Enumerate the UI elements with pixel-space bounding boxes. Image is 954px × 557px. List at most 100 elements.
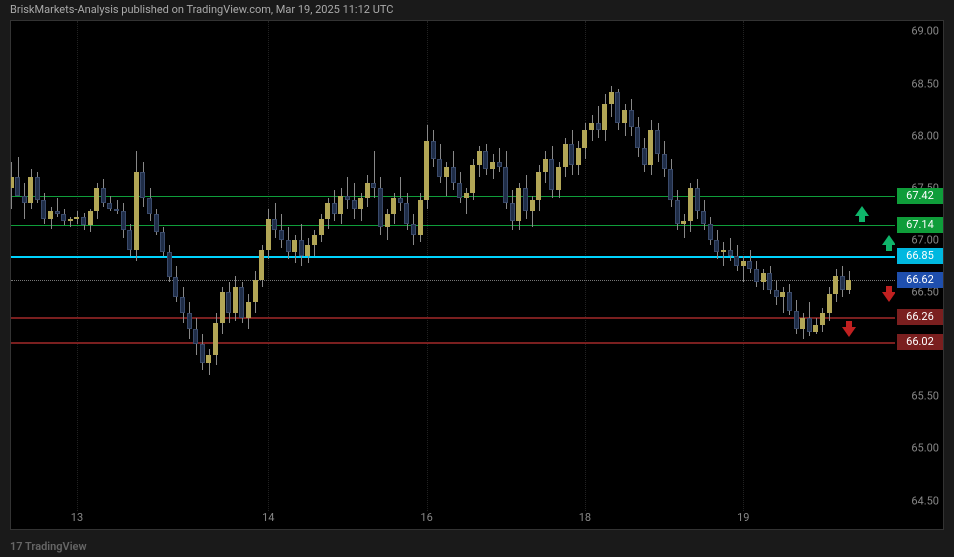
support-resistance-line: [11, 342, 895, 344]
y-tick: 68.50: [911, 77, 939, 90]
candle-body: [444, 167, 449, 177]
candle-body: [358, 198, 363, 208]
candle-body: [35, 177, 40, 200]
candle-body: [404, 203, 409, 224]
candle-body: [714, 240, 719, 253]
candle-body: [490, 162, 495, 169]
candle-body: [596, 123, 601, 130]
candle-body: [233, 287, 238, 313]
price-level-tag: 67.14: [897, 217, 943, 233]
candle-body: [325, 203, 330, 219]
x-tick: 14: [262, 511, 274, 524]
x-tick: 13: [71, 511, 83, 524]
candle-body: [134, 172, 139, 250]
candle-body: [206, 355, 211, 363]
candle-body: [385, 214, 390, 228]
candle-body: [140, 172, 145, 198]
candle-body: [187, 313, 192, 329]
candle-wick: [723, 242, 724, 266]
candle-body: [589, 123, 594, 130]
candle-wick: [730, 238, 731, 261]
candle-body: [107, 203, 112, 208]
candle-body: [734, 256, 739, 266]
candle-body: [431, 141, 436, 159]
candle-wick: [684, 214, 685, 238]
candle-body: [74, 217, 79, 219]
candle-body: [253, 280, 258, 303]
candle-body: [622, 110, 627, 124]
candle-body: [41, 200, 46, 219]
candle-body: [747, 261, 752, 269]
candle-body: [127, 230, 132, 251]
candle-body: [840, 276, 845, 290]
candle-body: [437, 159, 442, 178]
candle-body: [279, 230, 284, 240]
candle-body: [668, 169, 673, 200]
candle-body: [345, 196, 350, 200]
candle-body: [470, 165, 475, 193]
candle-body: [615, 92, 620, 123]
price-level-tag: 67.42: [897, 188, 943, 204]
y-tick: 65.00: [911, 442, 939, 455]
candle-body: [451, 167, 456, 183]
candle-body: [741, 261, 746, 266]
candle-body: [121, 211, 126, 230]
candle-body: [774, 290, 779, 297]
chart-container[interactable]: 64.5065.0065.5066.0066.5067.0067.5068.00…: [10, 20, 944, 530]
candle-body: [11, 177, 14, 187]
candle-body: [807, 318, 812, 332]
candle-body: [213, 323, 218, 354]
candle-body: [695, 188, 700, 211]
candle-body: [754, 269, 759, 282]
y-tick: 69.00: [911, 25, 939, 38]
candle-body: [477, 151, 482, 165]
candle-body: [787, 292, 792, 311]
candle-body: [338, 196, 343, 214]
price-level-tag: 66.85: [897, 248, 943, 264]
y-axis: 64.5065.0065.5066.0066.5067.0067.5068.00…: [893, 21, 943, 511]
candle-body: [794, 311, 799, 329]
candle-body: [609, 92, 614, 105]
candle-body: [833, 276, 838, 294]
candle-body: [536, 172, 541, 200]
tradingview-logo: 17 TradingView: [10, 540, 87, 553]
candle-wick: [598, 106, 599, 137]
candle-body: [549, 159, 554, 190]
candle-body: [780, 292, 785, 297]
candle-body: [68, 219, 73, 221]
support-resistance-line: [11, 256, 895, 258]
candle-body: [398, 198, 403, 203]
candle-body: [55, 211, 60, 214]
candle-body: [61, 214, 66, 221]
candle-body: [167, 252, 172, 277]
x-tick: 18: [579, 511, 591, 524]
candle-body: [312, 235, 317, 245]
candle-body: [391, 198, 396, 214]
candle-body: [239, 287, 244, 318]
candle-body: [516, 188, 521, 221]
candle-body: [424, 141, 429, 200]
candle-body: [497, 162, 502, 167]
candle-body: [81, 217, 86, 225]
y-tick: 65.50: [911, 390, 939, 403]
candle-body: [483, 151, 488, 169]
candle-body: [503, 167, 508, 203]
candle-body: [813, 325, 818, 331]
candle-body: [543, 159, 548, 173]
y-tick: 68.00: [911, 129, 939, 142]
candle-body: [371, 183, 376, 188]
candle-body: [299, 240, 304, 256]
candle-body: [523, 188, 528, 211]
candle-wick: [374, 151, 375, 198]
candle-body: [418, 200, 423, 234]
plot-area[interactable]: [11, 21, 895, 511]
candle-body: [708, 224, 713, 240]
candle-body: [246, 302, 251, 318]
candle-body: [563, 144, 568, 167]
candle-body: [675, 200, 680, 224]
candle-body: [147, 198, 152, 214]
candle-body: [154, 214, 159, 232]
candle-body: [319, 219, 324, 235]
candle-body: [94, 188, 99, 211]
candle-wick: [499, 148, 500, 172]
